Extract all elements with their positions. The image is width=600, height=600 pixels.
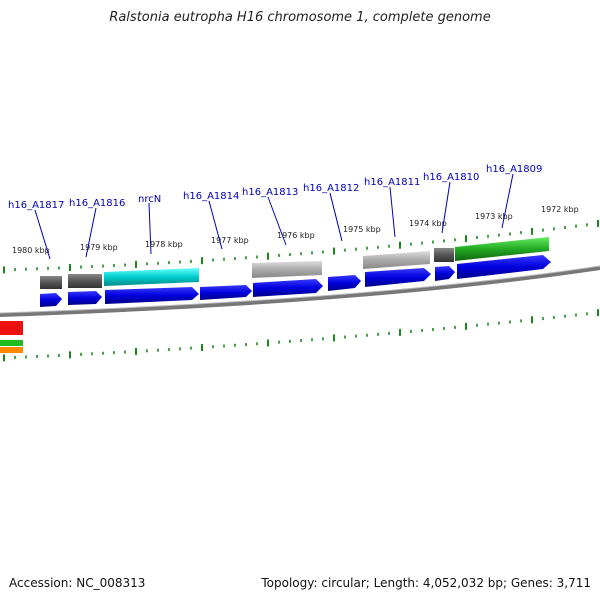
feature-h16-a1811	[363, 251, 430, 269]
edge-feature-red	[0, 321, 23, 335]
cds-arrow-7	[365, 268, 431, 287]
cds-arrow-6	[328, 275, 361, 291]
map-title: Ralstonia eutropha H16 chromosome 1, com…	[109, 10, 491, 25]
feature-nrcn	[104, 268, 199, 286]
kbp-labels: 1980 kbp 1979 kbp 1978 kbp 1977 kbp 1976…	[12, 205, 579, 255]
lower-tick-marks	[3, 309, 599, 362]
kbp-label: 1973 kbp	[475, 212, 513, 221]
forward-strand-features	[40, 255, 551, 307]
feature-h16-a1817	[40, 276, 62, 289]
kbp-label: 1977 kbp	[211, 236, 249, 245]
cds-arrow-1	[40, 293, 62, 307]
topology-text: Topology: circular; Length: 4,052,032 bp…	[261, 576, 591, 590]
gene-labels: h16_A1817 h16_A1816 nrcN h16_A1814 h16_A…	[8, 164, 542, 211]
gene-label: h16_A1813	[242, 187, 298, 198]
kbp-label: 1979 kbp	[80, 243, 118, 252]
gene-label: h16_A1811	[364, 177, 420, 188]
kbp-label: 1976 kbp	[277, 231, 315, 240]
edge-feature-green	[0, 340, 23, 346]
gene-label: h16_A1814	[183, 191, 239, 202]
cds-arrow-5	[253, 279, 323, 297]
kbp-label: 1974 kbp	[409, 219, 447, 228]
accession-text: Accession: NC_008313	[9, 576, 146, 590]
reverse-strand-features	[40, 237, 549, 289]
feature-h16-a1813	[252, 261, 322, 278]
cds-arrow-4	[200, 285, 252, 300]
gene-label: nrcN	[138, 194, 161, 205]
chromosome-backbone	[0, 266, 600, 317]
feature-h16-a1809	[455, 237, 549, 261]
cds-arrow-2	[68, 291, 102, 305]
gene-label: h16_A1816	[69, 198, 125, 209]
kbp-label: 1978 kbp	[145, 240, 183, 249]
gene-label: h16_A1810	[423, 172, 479, 183]
cds-arrow-8	[435, 266, 455, 281]
upper-tick-marks	[3, 219, 599, 274]
edge-features	[0, 321, 23, 353]
cds-arrow-3	[105, 287, 199, 304]
kbp-label: 1975 kbp	[343, 225, 381, 234]
gene-label: h16_A1812	[303, 183, 359, 194]
feature-h16-a1816	[68, 274, 102, 288]
gene-label-leaders	[34, 173, 514, 260]
gene-label: h16_A1817	[8, 200, 64, 211]
kbp-label: 1972 kbp	[541, 205, 579, 214]
edge-feature-orange	[0, 347, 23, 353]
kbp-label: 1980 kbp	[12, 246, 50, 255]
cds-arrow-9	[457, 255, 551, 279]
gene-label: h16_A1809	[486, 164, 542, 175]
feature-h16-a1810	[434, 248, 454, 262]
